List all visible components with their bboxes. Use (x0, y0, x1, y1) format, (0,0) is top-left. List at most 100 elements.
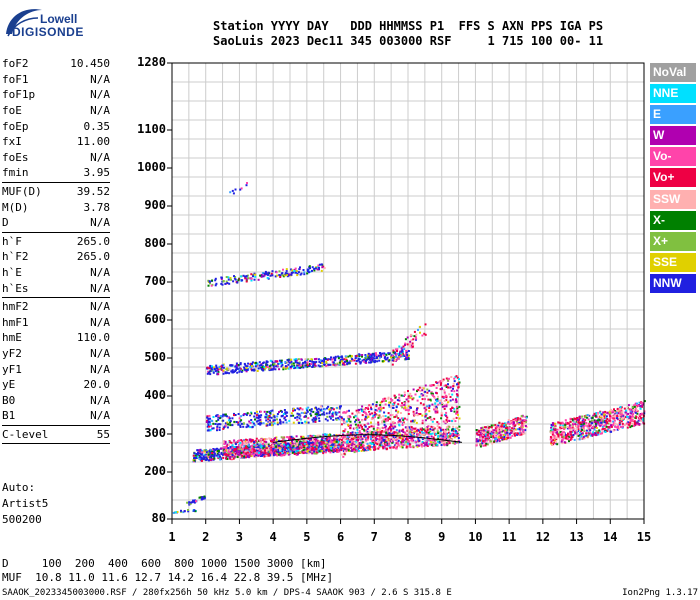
echo-pixel (372, 360, 375, 363)
echo-pixel (609, 415, 612, 418)
echo-pixel (231, 424, 234, 427)
echo-pixel (308, 409, 311, 412)
echo-pixel (328, 439, 331, 442)
echo-pixel (248, 452, 251, 455)
echo-pixel (363, 435, 366, 437)
echo-pixel (259, 440, 262, 443)
echo-pixel (322, 413, 324, 416)
echo-pixel (318, 420, 321, 422)
echo-pixel (238, 370, 241, 373)
echo-pixel (348, 435, 351, 438)
echo-pixel (364, 408, 367, 411)
echo-pixel (366, 430, 369, 433)
echo-pixel (234, 452, 237, 455)
echo-pixel (489, 434, 492, 437)
echo-pixel (331, 412, 334, 415)
echo-pixel (435, 439, 438, 442)
echo-pixel (216, 427, 219, 430)
echo-pixel (335, 406, 338, 409)
echo-pixel (358, 360, 361, 363)
echo-pixel (303, 446, 306, 449)
echo-pixel (448, 429, 451, 432)
echo-pixel (298, 417, 301, 420)
echo-pixel (498, 440, 501, 443)
echo-pixel (395, 415, 398, 418)
echo-pixel (415, 421, 418, 424)
echo-pixel (273, 452, 275, 455)
echo-pixel (272, 448, 275, 451)
echo-pixel (453, 407, 456, 410)
echo-pixel (265, 413, 268, 416)
auto-code: 500200 (2, 513, 42, 526)
echo-pixel (257, 446, 260, 449)
echo-pixel (636, 422, 639, 425)
echo-pixel (259, 419, 262, 421)
echo-pixel (231, 454, 234, 456)
echo-pixel (327, 358, 330, 361)
echo-pixel (367, 354, 369, 357)
echo-pixel (201, 451, 204, 454)
echo-pixel (452, 432, 455, 435)
echo-pixel (618, 421, 621, 424)
echo-pixel (362, 432, 365, 435)
echo-pixel (284, 368, 287, 370)
echo-pixel (595, 430, 598, 433)
echo-pixel (276, 364, 279, 367)
echo-pixel (364, 432, 367, 435)
echo-pixel (247, 441, 250, 444)
echo-pixel (411, 398, 414, 401)
echo-pixel (315, 452, 318, 455)
echo-pixel (307, 452, 310, 455)
echo-pixel (495, 425, 498, 428)
echo-pixel (561, 442, 564, 445)
echo-pixel (551, 429, 554, 432)
echo-pixel (407, 358, 410, 360)
echo-pixel (311, 448, 314, 451)
echo-pixel (495, 431, 498, 434)
echo-pixel (451, 393, 454, 396)
echo-pixel (385, 353, 388, 356)
echo-pixel (216, 429, 218, 432)
echo-pixel (295, 453, 298, 456)
param-value: N/A (90, 150, 110, 164)
echo-pixel (427, 438, 429, 441)
echo-pixel (394, 432, 397, 435)
echo-pixel (203, 457, 206, 460)
echo-pixel (239, 424, 242, 427)
echo-pixel (392, 435, 395, 438)
echo-pixel (507, 436, 510, 439)
echo-pixel (407, 400, 410, 403)
echo-pixel (242, 414, 245, 417)
echo-pixel (265, 366, 267, 369)
echo-pixel (391, 446, 394, 449)
echo-pixel (364, 418, 367, 421)
echo-pixel (282, 421, 285, 424)
echo-pixel (368, 426, 371, 429)
echo-pixel (199, 453, 202, 456)
param-separator (2, 296, 110, 298)
echo-pixel (417, 429, 420, 432)
echo-pixel (426, 427, 429, 430)
echo-pixel (361, 441, 364, 444)
echo-pixel (353, 432, 356, 435)
echo-pixel (631, 410, 634, 413)
echo-pixel (343, 411, 346, 414)
echo-pixel (443, 392, 446, 395)
echo-pixel (442, 378, 445, 381)
echo-pixel (562, 435, 565, 438)
echo-pixel (239, 456, 242, 458)
param-row: M(D) 3.78 (2, 199, 110, 215)
echo-pixel (422, 433, 425, 436)
echo-pixel (452, 417, 455, 420)
param-value: N/A (90, 300, 110, 314)
echo-pixel (583, 437, 586, 440)
echo-pixel (419, 413, 422, 415)
echo-pixel (365, 439, 368, 442)
echo-pixel (598, 430, 601, 433)
echo-pixel (302, 452, 305, 455)
echo-pixel (275, 445, 278, 448)
echo-pixel (621, 422, 624, 425)
echo-pixel (572, 425, 574, 427)
echo-pixel (264, 449, 266, 452)
echo-pixel (266, 414, 269, 417)
